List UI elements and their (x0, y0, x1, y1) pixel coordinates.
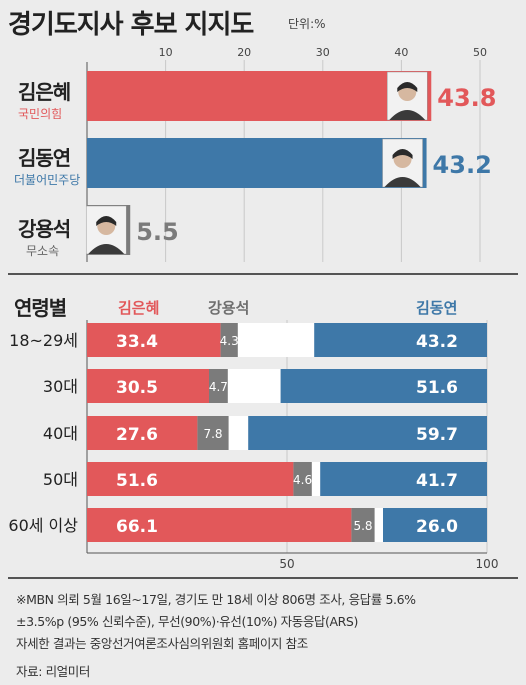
candidate-party: 무소속 (26, 244, 60, 258)
age-row-label: 60세 이상 (8, 516, 78, 535)
legend-kang: 강용석 (208, 299, 250, 317)
x-tick-label: 100 (476, 557, 499, 571)
source-note: 자료: 리얼미터 (16, 664, 90, 679)
candidate-photo (387, 71, 428, 121)
candidate-photo (382, 138, 423, 188)
value-label-kim-dongyeon: 43.2 (416, 332, 458, 352)
value-label-kim-eunhye: 33.4 (116, 332, 158, 352)
value-label-kim-eunhye: 51.6 (116, 471, 158, 491)
value-label-kang: 4.7 (209, 380, 228, 394)
age-row-label: 40대 (43, 424, 78, 443)
bar-kim-eunhye (87, 369, 209, 403)
bar-kim-eunhye (87, 508, 352, 542)
unit-label: 단위:% (288, 17, 326, 31)
candidate-value: 43.8 (437, 84, 496, 112)
bar-kim-eunhye (87, 323, 221, 357)
legend-kim-dongyeon: 김동연 (416, 299, 458, 317)
legend-kim-eunhye: 김은혜 (118, 299, 160, 317)
value-label-kim-dongyeon: 26.0 (416, 517, 458, 537)
value-label-kim-eunhye: 30.5 (116, 378, 158, 398)
bar-kim-eunhye (87, 462, 294, 496)
value-label-kang: 5.8 (353, 519, 372, 533)
candidate-party: 국민의힘 (18, 107, 63, 121)
value-label-kim-eunhye: 27.6 (116, 425, 158, 445)
candidate-photo (85, 205, 127, 255)
value-label-kang: 4.3 (220, 334, 239, 348)
value-label-kang: 7.8 (203, 427, 222, 441)
value-label-kang: 4.6 (293, 473, 312, 487)
x-tick-label: 20 (237, 46, 251, 59)
bar-kim-dongyeon (280, 369, 487, 403)
value-label-kim-eunhye: 66.1 (116, 517, 158, 537)
bar-kim-dongyeon (248, 416, 487, 450)
age-section-title: 연령별 (14, 296, 67, 320)
value-label-kim-dongyeon: 41.7 (416, 471, 458, 491)
bar-kang (293, 462, 312, 496)
candidate-value: 5.5 (136, 218, 179, 246)
top-bars: 43.8 43.2 5.5 (85, 71, 496, 255)
candidate-bar (87, 71, 432, 121)
candidate-party: 더불어민주당 (14, 173, 81, 187)
candidate-value: 43.2 (433, 151, 492, 179)
candidate-bar (87, 138, 427, 188)
survey-note: ※MBN 의뢰 5월 16일~17일, 경기도 만 18세 이상 806명 조사… (16, 592, 416, 607)
candidate-name: 강용석 (18, 217, 71, 241)
age-row-label: 18~29세 (9, 331, 78, 350)
bar-kim-eunhye (87, 416, 198, 450)
age-bars: 33.4 4.3 43.2 18~29세 30.5 4.7 51.6 30대 27.6 7.8 59… (8, 323, 487, 542)
bar-kang (209, 369, 228, 403)
bar-kang (220, 323, 238, 357)
value-label-kim-dongyeon: 59.7 (416, 425, 458, 445)
candidate-name: 김은혜 (18, 80, 71, 104)
survey-note: 자세한 결과는 중앙선거여론조사심의위원회 홈페이지 참조 (16, 636, 308, 651)
x-tick-label: 30 (316, 46, 330, 59)
candidate-name: 김동연 (18, 146, 71, 170)
bar-kim-dongyeon (314, 323, 487, 357)
x-tick-label: 40 (394, 46, 408, 59)
age-row-label: 30대 (43, 377, 78, 396)
value-label-kim-dongyeon: 51.6 (416, 378, 458, 398)
bar-kim-dongyeon (320, 462, 487, 496)
bar-kang (351, 508, 375, 542)
bar-kang (197, 416, 229, 450)
x-tick-label: 10 (159, 46, 173, 59)
x-tick-label: 50 (473, 46, 487, 59)
bar-kim-dongyeon (383, 508, 487, 542)
page-title: 경기도지사 후보 지지도 (8, 10, 254, 40)
x-tick-label: 50 (279, 557, 294, 571)
survey-note: ±3.5%p (95% 신뢰수준), 무선(90%)·유선(10%) 자동응답(… (16, 614, 358, 629)
age-row-label: 50대 (43, 470, 78, 489)
